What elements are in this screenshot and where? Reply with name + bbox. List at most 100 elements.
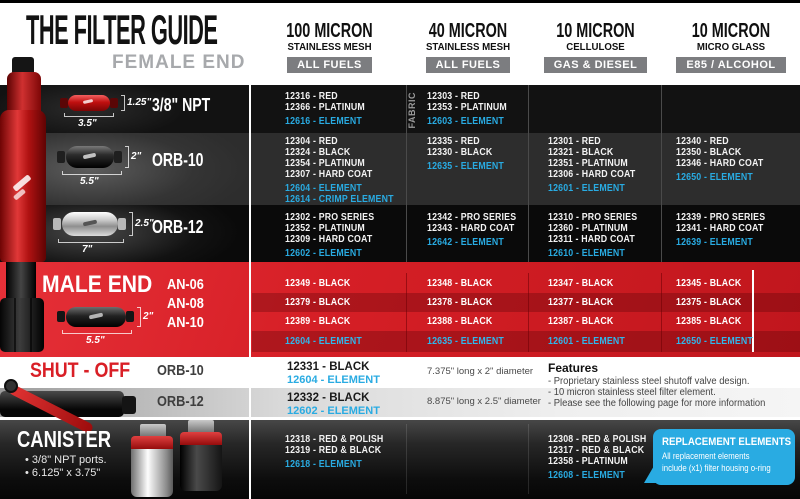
micron-label: 10 MICRON [691, 20, 771, 42]
part-number: 12343 - HARD COAT [427, 223, 515, 234]
replacement-elements-box: REPLACEMENT ELEMENTS All replacement ele… [653, 429, 795, 485]
parts-cell: 12303 - RED 12353 - PLATINUM 12603 - ELEME… [427, 91, 518, 127]
column-separator [528, 424, 529, 494]
dimension-label-height: 2" [143, 311, 154, 322]
male-right-divider [752, 270, 754, 352]
part-number: 12387 - BLACK [548, 316, 614, 327]
dimension-bracket [129, 212, 133, 236]
replacement-body-line: All replacement elements [662, 451, 750, 462]
shutoff-row-label: ORB-10 [157, 362, 204, 379]
part-number: 12341 - HARD COAT [676, 223, 764, 234]
parts-cell: 12304 - RED 12324 - BLACK 12354 - PLATINUM… [285, 136, 409, 205]
element-part-number: 12602 - ELEMENT [287, 405, 380, 417]
part-number: 12345 - BLACK [676, 278, 742, 289]
part-number: 12375 - BLACK [676, 297, 742, 308]
shutoff-row-label: ORB-12 [157, 393, 204, 410]
an-row-label: AN-06 [167, 276, 204, 293]
column-header-100-micron: 100 MICRON STAINLESS MESH ALL FUELS [252, 20, 407, 73]
part-number: 12331 - BLACK [287, 361, 370, 373]
feature-item: - 10 micron stainless steel filter eleme… [548, 387, 716, 398]
replacement-title: REPLACEMENT ELEMENTS [662, 436, 792, 448]
element-part-number: 12603 - ELEMENT [427, 116, 504, 127]
media-label: CELLULOSE [566, 41, 625, 53]
column-separator [661, 273, 662, 352]
part-number: 12318 - RED & POLISH [285, 434, 384, 445]
male-end-section [0, 262, 800, 357]
element-part-number: 12608 - ELEMENT [548, 470, 625, 481]
part-number: 12353 - PLATINUM [427, 102, 507, 113]
element-part-number: 12604 - ELEMENT [285, 336, 362, 347]
part-number: 12378 - BLACK [427, 297, 493, 308]
element-part-number: 12618 - ELEMENT [285, 459, 362, 470]
female-end-label: FEMALE END [112, 52, 246, 73]
part-number: 12358 - PLATINUM [548, 456, 628, 467]
column-separator [528, 85, 529, 262]
element-part-number: 12650 - ELEMENT [676, 172, 753, 183]
element-part-number: 12602 - ELEMENT [285, 248, 362, 259]
female-row-npt-band [0, 85, 800, 133]
size-note: 8.875" long x 2.5" diameter [427, 396, 541, 407]
part-number: 12385 - BLACK [676, 316, 742, 327]
micron-label: 40 MICRON [428, 20, 508, 42]
part-number: 12311 - HARD COAT [548, 234, 635, 245]
element-part-number: 12639 - ELEMENT [676, 237, 753, 248]
part-number: 12348 - BLACK [427, 278, 493, 289]
part-number: 12389 - BLACK [285, 316, 351, 327]
column-header-40-micron: 40 MICRON STAINLESS MESH ALL FUELS [407, 20, 529, 73]
part-number: 12346 - HARD COAT [676, 158, 764, 169]
element-part-number: 12610 - ELEMENT [548, 248, 625, 259]
part-number: 12301 - RED [548, 136, 601, 147]
parts-cell: 12310 - PRO SERIES 12360 - PLATINUM 12311 … [548, 212, 649, 259]
an-row-label: AN-08 [167, 295, 204, 312]
part-number: 12360 - PLATINUM [548, 223, 628, 234]
dimension-bracket [62, 171, 122, 175]
dimension-bracket [121, 95, 125, 111]
dimension-label-height: 2" [131, 151, 142, 162]
column-header-10-micron-microglass: 10 MICRON MICRO GLASS E85 / ALCOHOL [662, 20, 800, 73]
parts-cell: 12318 - RED & POLISH 12319 - RED & BLACK 1… [285, 434, 397, 470]
feature-item: - Proprietary stainless steel shutoff va… [548, 376, 750, 387]
part-number: 12388 - BLACK [427, 316, 493, 327]
element-part-number: 12635 - ELEMENT [427, 336, 504, 347]
column-separator [406, 85, 407, 262]
element-part-number: 12642 - ELEMENT [427, 237, 504, 248]
part-number: 12342 - PRO SERIES [427, 212, 517, 223]
part-number: 12350 - BLACK [676, 147, 742, 158]
part-number: 12349 - BLACK [285, 278, 351, 289]
row-label-npt: 3/8" NPT [152, 95, 211, 115]
part-number: 12306 - HARD COAT [548, 169, 636, 180]
female-row-orb12-band [0, 205, 800, 262]
parts-cell: 12340 - RED 12350 - BLACK 12346 - HARD COA… [676, 136, 775, 183]
part-number: 12317 - RED & BLACK [548, 445, 645, 456]
dimension-label-width: 3.5" [78, 118, 97, 129]
dimension-label-height: 1.25" [127, 97, 152, 108]
part-number: 12377 - BLACK [548, 297, 614, 308]
fuel-badge: ALL FUELS [425, 57, 511, 73]
parts-cell: 12302 - PRO SERIES 12352 - PLATINUM 12309 … [285, 212, 386, 259]
label-column-divider [249, 85, 251, 499]
male-element-stripe [252, 331, 800, 352]
media-label: STAINLESS MESH [287, 41, 372, 53]
column-separator [661, 85, 662, 262]
fuel-badge: ALL FUELS [287, 57, 372, 73]
micron-label: 100 MICRON [286, 20, 373, 42]
part-number: 12316 - RED [285, 91, 338, 102]
dimension-label-width: 5.5" [80, 176, 99, 187]
dimension-bracket [137, 307, 141, 327]
row-label-orb10: ORB-10 [152, 150, 204, 170]
parts-cell: 12308 - RED & POLISH 12317 - RED & BLACK 1… [548, 434, 660, 481]
column-header-10-micron-cellulose: 10 MICRON CELLULOSE GAS & DIESEL [529, 21, 662, 73]
top-border [0, 0, 800, 3]
page-title: THE FILTER GUIDE [26, 6, 218, 53]
parts-cell: 12339 - PRO SERIES 12341 - HARD COAT 12639… [676, 212, 777, 248]
element-part-number: 12601 - ELEMENT [548, 336, 625, 347]
element-part-number: 12604 - ELEMENT [287, 374, 380, 386]
parts-cell: 12316 - RED 12366 - PLATINUM 12616 - ELEME… [285, 91, 376, 127]
part-number: 12307 - HARD COAT [285, 169, 373, 180]
canister-label: CANISTER [17, 426, 112, 452]
part-number: 12366 - PLATINUM [285, 102, 365, 113]
element-part-number: 12614 - CRIMP ELEMENT [285, 194, 394, 205]
fuel-badge: E85 / ALCOHOL [676, 57, 786, 73]
part-number: 12354 - PLATINUM [285, 158, 365, 169]
